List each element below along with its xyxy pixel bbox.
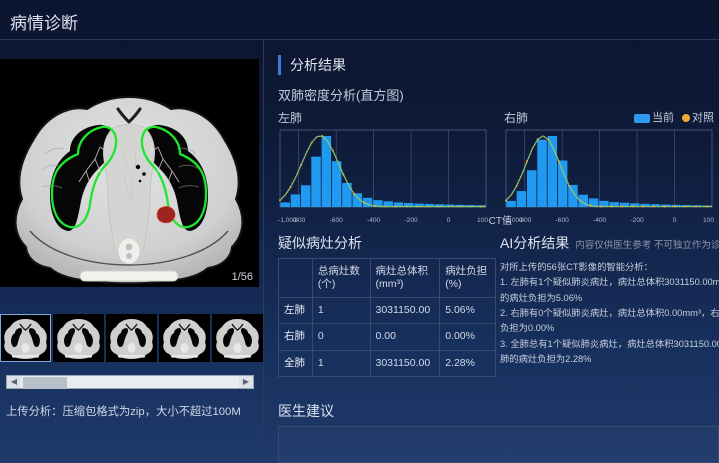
svg-text:-800: -800: [292, 217, 306, 224]
svg-text:0: 0: [673, 217, 677, 224]
svg-text:-400: -400: [593, 217, 607, 224]
svg-text:100: 100: [703, 217, 714, 224]
svg-text:100: 100: [477, 217, 488, 224]
svg-text:-600: -600: [556, 217, 570, 224]
svg-text:-800: -800: [518, 217, 532, 224]
svg-text:-200: -200: [630, 217, 644, 224]
svg-text:-400: -400: [367, 217, 381, 224]
svg-text:-200: -200: [404, 217, 418, 224]
svg-text:0: 0: [447, 217, 451, 224]
svg-text:-600: -600: [330, 217, 344, 224]
